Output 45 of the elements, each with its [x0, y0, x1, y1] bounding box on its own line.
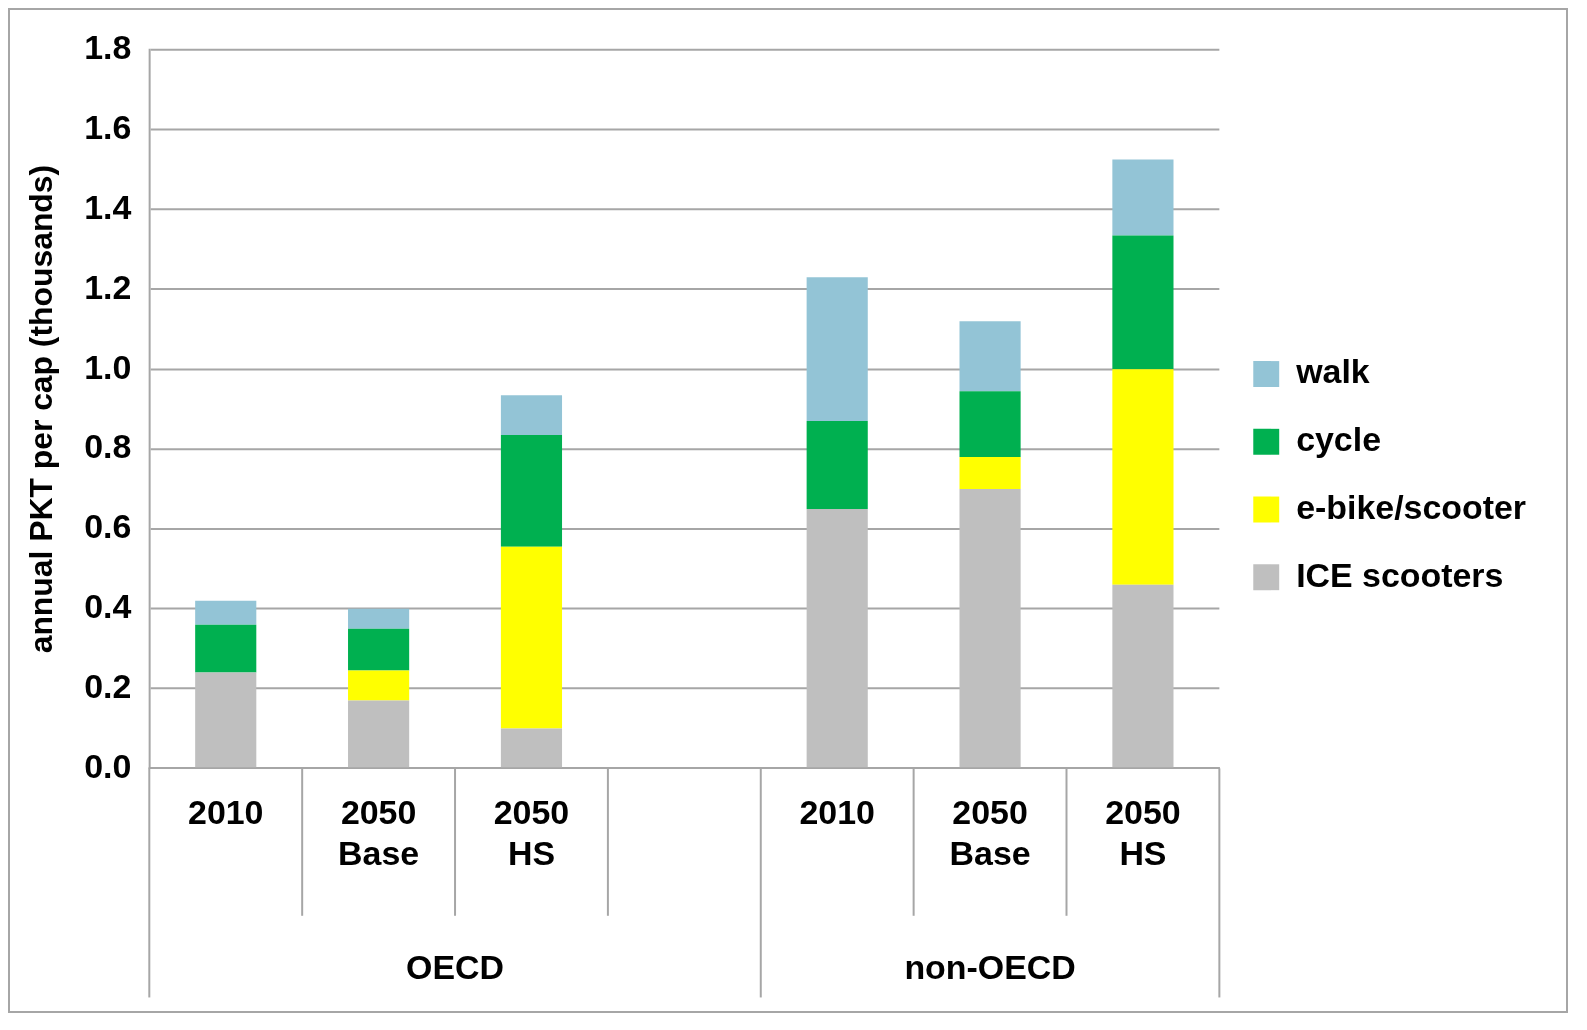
bar	[500, 395, 563, 436]
bar	[959, 391, 1021, 458]
bar	[195, 672, 257, 768]
y-tick-label: 1.0	[84, 347, 132, 386]
x-tick-label: 2010	[188, 792, 264, 831]
legend-label: e-bike/scooter	[1296, 487, 1527, 526]
bar	[348, 700, 410, 768]
bar	[348, 608, 410, 629]
bar	[1112, 584, 1174, 768]
bar	[500, 435, 563, 547]
bar	[959, 457, 1021, 489]
bar	[806, 277, 868, 422]
text: OECD	[406, 947, 505, 986]
y-tick-label: 1.2	[84, 267, 132, 306]
y-tick-label: 1.6	[84, 108, 132, 147]
bar	[1112, 235, 1174, 370]
bar	[1112, 369, 1174, 585]
y-tick-label: 0.8	[84, 427, 132, 466]
bar	[806, 421, 868, 509]
y-tick-label: 1.8	[84, 28, 132, 67]
y-tick-label: 0.4	[84, 587, 132, 626]
x-tick-label: 2050 Base	[949, 792, 1031, 872]
y-tick-label: 1.4	[84, 187, 132, 226]
x-tick-label: 2050 Base	[338, 792, 420, 872]
x-tick-label: 2050 HS	[1105, 792, 1181, 872]
legend-label: walk	[1295, 352, 1370, 391]
bar	[959, 488, 1021, 768]
y-tick-label: 0.6	[84, 507, 132, 546]
legend-label: ICE scooters	[1296, 555, 1504, 594]
x-tick-label: 2050 HS	[493, 792, 570, 872]
bar	[959, 321, 1021, 392]
x-tick-label: 2010	[799, 792, 875, 831]
y-tick-label: 0.0	[84, 746, 132, 785]
bar	[500, 728, 563, 768]
y-tick-label: 0.2	[84, 666, 132, 705]
bar	[348, 670, 410, 701]
bar	[806, 508, 868, 768]
bar	[195, 624, 257, 673]
bar	[1112, 159, 1174, 236]
legend-label: cycle	[1296, 420, 1382, 459]
bar	[500, 546, 563, 729]
bar	[348, 628, 410, 671]
bar	[195, 600, 257, 625]
text: non-OECD	[904, 947, 1076, 986]
y-axis-title: annual PKT per cap (thousands)	[22, 164, 59, 654]
